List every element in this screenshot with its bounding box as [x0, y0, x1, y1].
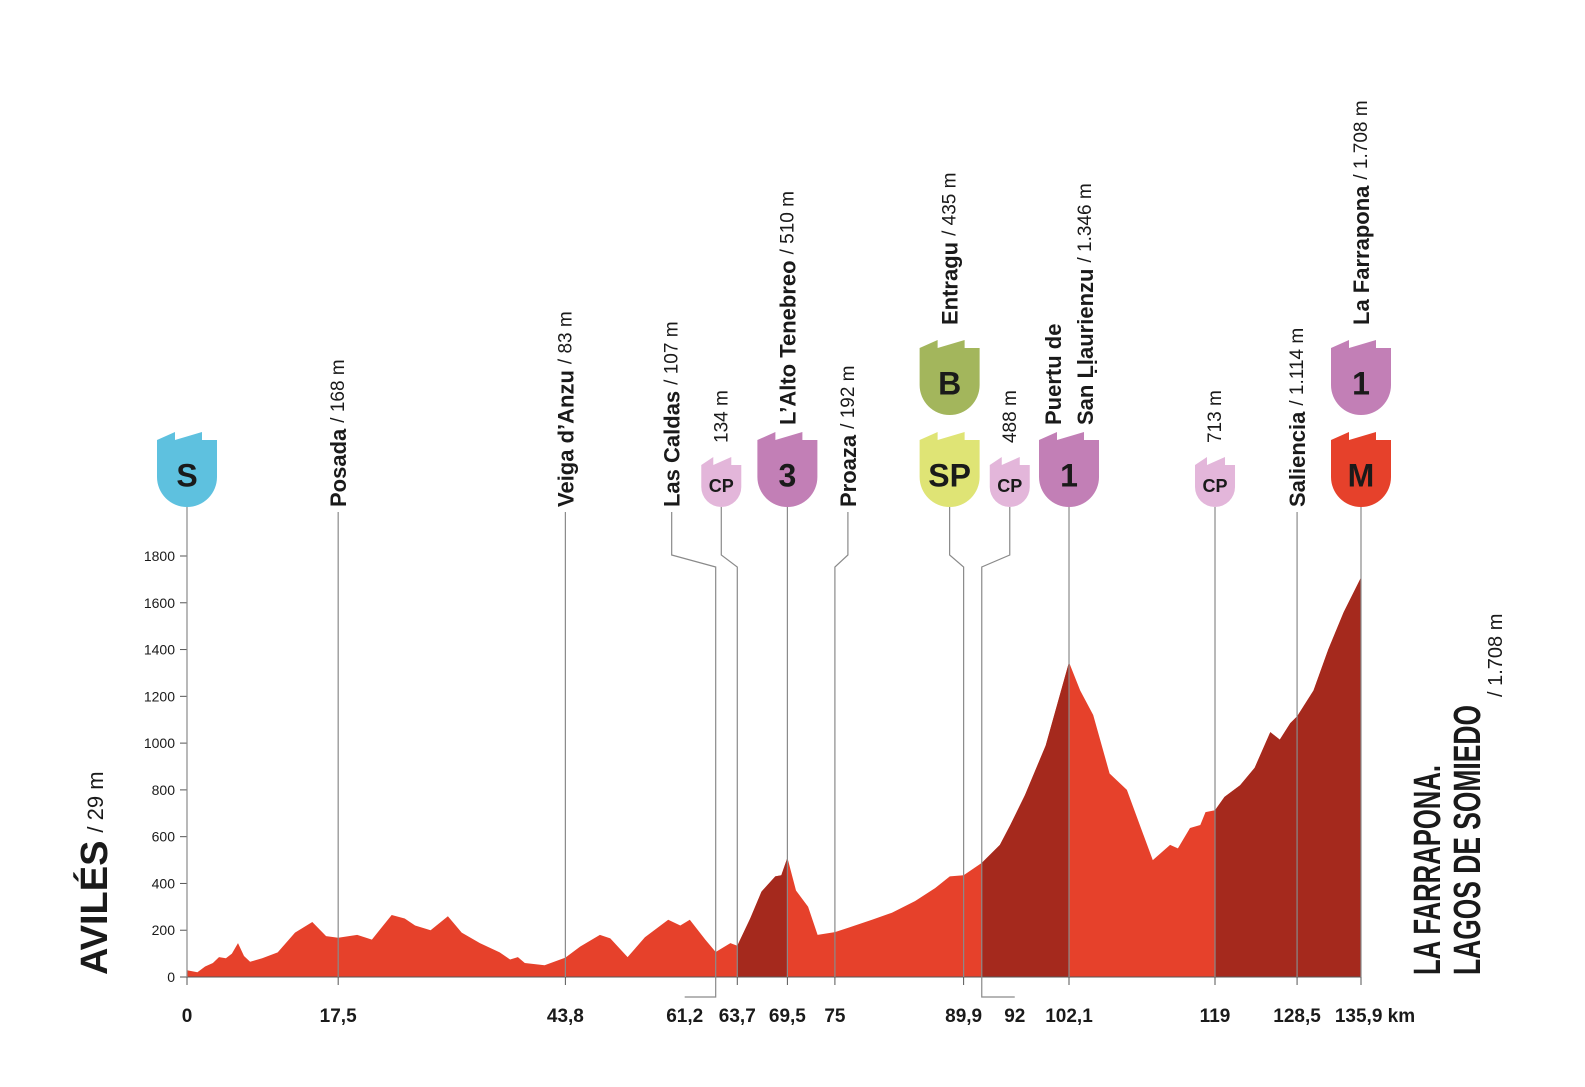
icon-badge — [1195, 457, 1236, 507]
label-part: / 29 m — [83, 771, 108, 832]
label-part: Puertu de — [1041, 324, 1066, 425]
label-part: / 107 m — [661, 321, 682, 384]
leader-line — [720, 507, 738, 977]
label-part: San Ḷḷaurienzu — [1073, 269, 1098, 425]
icon-badge — [157, 432, 217, 507]
icon-label: 3 — [778, 458, 796, 494]
label-part: / 435 m — [939, 172, 960, 235]
label-part: Las Caldas — [659, 391, 684, 507]
icon-badge — [919, 432, 980, 508]
waypoint-label: 134 m — [711, 390, 732, 443]
icon-label: CP — [1202, 476, 1227, 496]
x-tick-label: 92 — [1004, 1006, 1025, 1027]
label-part: / 168 m — [328, 359, 349, 422]
label-part: / 83 m — [555, 311, 576, 364]
label-part: 488 m — [999, 390, 1020, 443]
label-part: Entragu — [937, 242, 962, 325]
x-tick-label: 135,9 km — [1335, 1006, 1415, 1027]
waypoint-label: Proaza / 192 m — [835, 365, 860, 507]
y-tick-label: 1600 — [144, 595, 175, 611]
label-part: AVILÉS — [72, 841, 116, 975]
label-part: 134 m — [711, 390, 732, 443]
icon-badge — [989, 457, 1030, 507]
waypoint-label: L’Alto Tenebreo / 510 m — [775, 191, 800, 425]
x-tick-label: 69,5 — [769, 1006, 806, 1027]
icon-badge — [701, 457, 742, 507]
waypoint-label: La Farrapona / 1.708 m — [1349, 100, 1374, 325]
label-part: / 192 m — [837, 365, 858, 428]
x-tick-label: 17,5 — [320, 1006, 357, 1027]
x-tick-label: 61,2 — [666, 1006, 703, 1027]
y-tick-label: 0 — [167, 969, 175, 985]
label-part: Proaza — [835, 434, 860, 507]
label-part: Saliencia — [1285, 411, 1310, 507]
waypoint-label: Saliencia / 1.114 m — [1285, 328, 1310, 507]
icon-label: B — [938, 366, 961, 402]
x-tick-label: 43,8 — [547, 1006, 584, 1027]
waypoint-label: Puertu de — [1041, 324, 1066, 425]
waypoint-label: 488 m — [999, 390, 1020, 443]
x-tick — [981, 977, 1015, 998]
y-tick-label: 1000 — [144, 735, 175, 751]
waypoint-label: San Ḷḷaurienzu / 1.346 m — [1073, 183, 1098, 425]
label-part: / 1.708 m — [1351, 100, 1372, 179]
icon-label: CP — [997, 476, 1022, 496]
label-part: L’Alto Tenebreo — [775, 260, 800, 425]
y-tick-label: 200 — [152, 922, 176, 938]
start-label: AVILÉS / 29 m — [72, 771, 116, 975]
x-tick-label: 119 — [1200, 1006, 1231, 1027]
y-tick-label: 400 — [152, 875, 176, 891]
x-tick-label: 75 — [824, 1006, 846, 1027]
x-tick-label: 128,5 — [1273, 1006, 1321, 1027]
x-tick — [684, 977, 717, 998]
leader-line — [671, 512, 717, 977]
icon-badge — [919, 340, 980, 416]
waypoint-label: Veiga d’Anzu / 83 m — [553, 311, 578, 507]
label-part: Posada — [326, 428, 351, 507]
icon-label: 1 — [1060, 458, 1078, 494]
icon-badge — [757, 432, 818, 508]
icon-label: M — [1348, 458, 1375, 494]
finish-label: LAGOS DE SOMIEDO — [1447, 705, 1489, 975]
x-tick-label: 0 — [182, 1006, 193, 1027]
climb-area — [1215, 577, 1361, 977]
label-part: / 1.114 m — [1287, 328, 1308, 406]
waypoint-label: 713 m — [1205, 390, 1226, 443]
climb-area — [737, 857, 788, 977]
waypoint-label: Entragu / 435 m — [937, 172, 962, 325]
label-part: La Farrapona — [1349, 185, 1374, 325]
x-tick-label: 63,7 — [719, 1006, 756, 1027]
label-part: / 510 m — [777, 191, 798, 254]
waypoint-label: Posada / 168 m — [326, 359, 351, 507]
leader-line — [949, 507, 965, 977]
waypoint-label: Las Caldas / 107 m — [659, 321, 684, 507]
y-tick-label: 1800 — [144, 548, 175, 564]
climb-area — [981, 662, 1069, 977]
x-tick-label: 102,1 — [1045, 1006, 1093, 1027]
icon-label: CP — [709, 476, 734, 496]
y-tick-label: 600 — [152, 829, 176, 845]
label-part: / 1.346 m — [1075, 183, 1096, 262]
icon-badge — [1331, 340, 1391, 415]
icon-label: S — [176, 458, 197, 494]
label-part: 713 m — [1205, 390, 1226, 443]
y-tick-label: 1200 — [144, 688, 175, 704]
y-tick-label: 1400 — [144, 642, 175, 658]
finish-label: LA FARRAPONA. — [1407, 765, 1449, 975]
leader-line — [981, 507, 1011, 977]
leader-line — [834, 512, 849, 977]
y-tick-label: 800 — [152, 782, 176, 798]
x-tick-label: 89,9 — [945, 1006, 982, 1027]
label-part: Veiga d’Anzu — [553, 370, 578, 507]
icon-badge — [1039, 432, 1100, 508]
icon-badge — [1331, 432, 1391, 507]
icon-label: 1 — [1352, 366, 1370, 402]
icon-label: SP — [928, 458, 971, 494]
finish-altitude: / 1.708 m — [1485, 614, 1507, 697]
